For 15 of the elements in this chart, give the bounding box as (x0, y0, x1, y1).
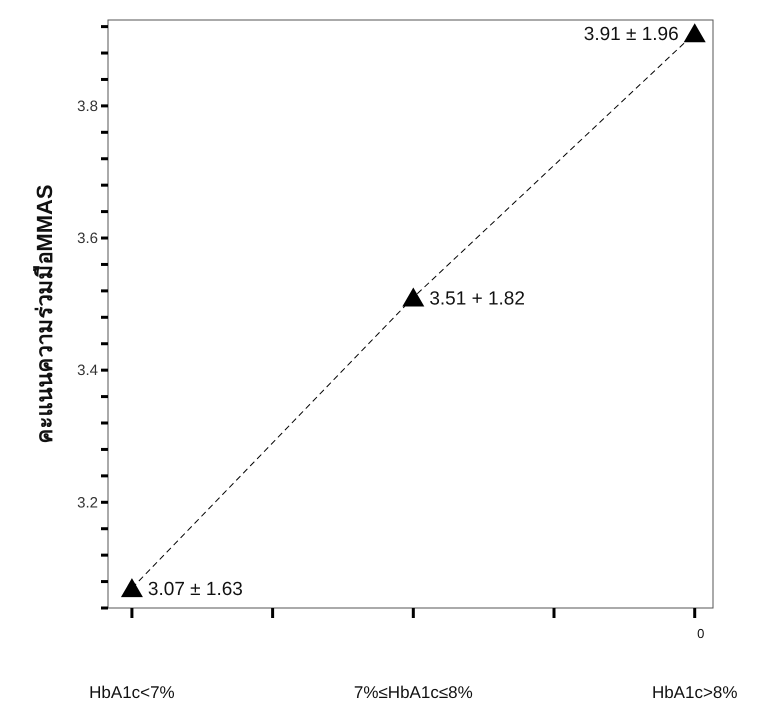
text: 0 (697, 626, 704, 641)
y-tick-label: 3.4 (77, 362, 98, 380)
data-label: 3.51 + 1.82 (429, 288, 525, 310)
point (120, 578, 143, 598)
y-axis-title: คะแนนความร่วมมือMMAS (32, 184, 57, 444)
data-label: 3.91 ± 1.96 (584, 24, 679, 46)
x-tick-label: HbA1c<7% (89, 683, 175, 702)
x-tick-label: HbA1c>8% (652, 683, 738, 702)
point (402, 287, 424, 306)
x-tick-label: 7%≤HbA1c≤8% (354, 683, 473, 702)
y-tick-label: 3.8 (77, 98, 98, 115)
data-label: 3.07 ± 1.63 (148, 579, 243, 600)
y-tick-label: 3.6 (77, 230, 98, 248)
y-tick-label: 3.2 (77, 494, 98, 512)
point (684, 23, 706, 42)
